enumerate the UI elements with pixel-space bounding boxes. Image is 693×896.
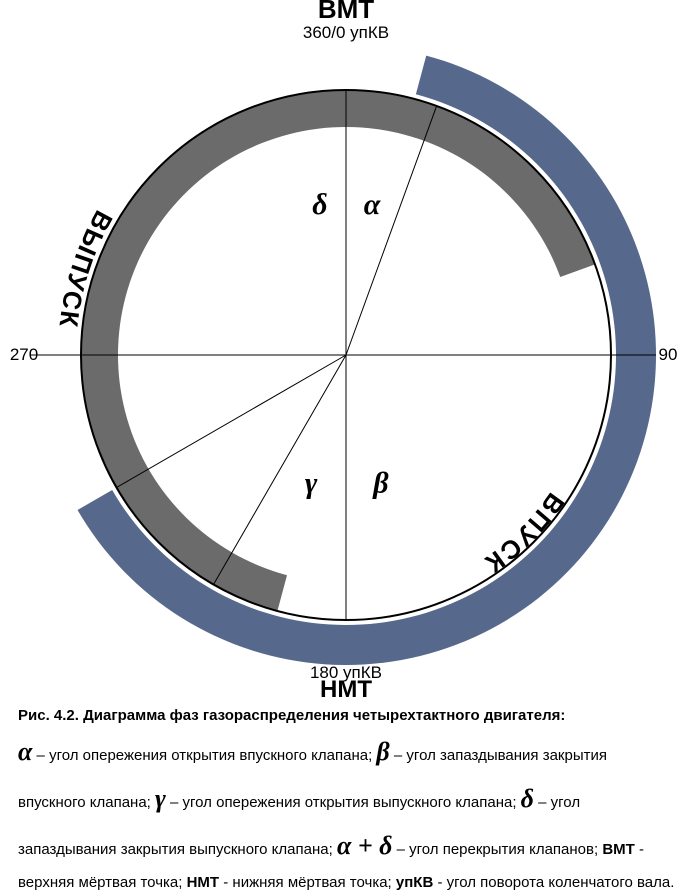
svg-text:НМТ: НМТ xyxy=(320,676,372,700)
gamma-text: – угол опережения открытия выпускного кл… xyxy=(166,794,521,811)
delta-symbol: δ xyxy=(521,784,534,813)
alpha-text: – угол опережения открытия впускного кла… xyxy=(32,747,376,764)
beta-symbol: β xyxy=(376,737,389,766)
svg-text:270: 270 xyxy=(10,345,38,364)
svg-text:ВМТ: ВМТ xyxy=(318,0,374,24)
svg-text:δ: δ xyxy=(312,188,327,221)
alpha-symbol: α xyxy=(18,737,32,766)
svg-text:γ: γ xyxy=(305,466,318,499)
timing-diagram: αδβγВМТ360/0 упКВ90270180 упКВНМТВПУСКВЫ… xyxy=(0,0,693,700)
figure-caption: Рис. 4.2. Диаграмма фаз газораспределени… xyxy=(18,702,675,896)
alpha-plus-delta-symbol: α + δ xyxy=(337,831,393,860)
svg-text:α: α xyxy=(364,188,381,221)
nmt-bold: НМТ xyxy=(187,874,220,891)
gamma-symbol: γ xyxy=(155,784,166,813)
upkv-text: - угол поворота коленчатого вала. xyxy=(433,874,674,891)
caption-title: Рис. 4.2. Диаграмма фаз газораспределени… xyxy=(18,707,565,724)
svg-text:β: β xyxy=(372,466,389,499)
svg-text:90: 90 xyxy=(659,345,678,364)
nmt-text: - нижняя мёртвая точка; xyxy=(219,874,396,891)
vmt-bold: ВМТ xyxy=(602,841,635,858)
upkv-bold: упКВ xyxy=(396,874,433,891)
alpha-plus-delta-text: – угол перекрытия клапанов; xyxy=(392,841,602,858)
svg-text:360/0 упКВ: 360/0 упКВ xyxy=(303,23,389,42)
